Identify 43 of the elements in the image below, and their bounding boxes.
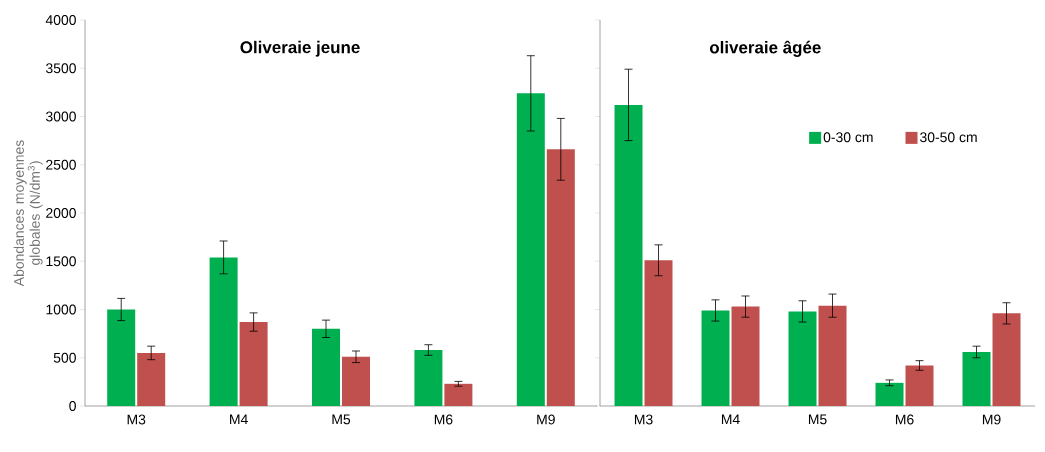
y-tick-label: 2500 xyxy=(46,159,76,170)
x-tick-label: M4 xyxy=(721,414,740,425)
bar xyxy=(342,356,370,406)
bar xyxy=(731,306,760,406)
text: oliveraie âgée xyxy=(709,40,821,57)
legend-label: 30-50 cm xyxy=(920,132,977,143)
bar xyxy=(905,365,934,406)
bar xyxy=(516,93,545,406)
bar xyxy=(107,309,136,406)
legend-label: 0-30 cm xyxy=(823,132,873,143)
bar xyxy=(414,350,443,406)
x-tick-label: M5 xyxy=(808,414,827,425)
x-tick-label: M9 xyxy=(982,414,1001,425)
y-tick-label: 2000 xyxy=(46,208,76,218)
y-tick-label: 4000 xyxy=(45,15,76,25)
bar xyxy=(209,257,238,406)
y-tick-label: 500 xyxy=(53,352,76,363)
bar xyxy=(312,328,340,406)
bar xyxy=(818,305,847,406)
x-tick-label: M3 xyxy=(634,414,653,425)
bar xyxy=(644,260,673,406)
bar xyxy=(614,104,643,406)
y-tick-label: 3500 xyxy=(45,63,76,74)
bar xyxy=(962,351,991,406)
y-tick-label: 0 xyxy=(69,401,76,411)
bar xyxy=(875,382,904,406)
y-tick-label: 1500 xyxy=(46,256,76,267)
bar xyxy=(992,313,1021,406)
x-tick-label: M4 xyxy=(230,414,248,425)
bar xyxy=(239,322,268,406)
y-tick-label: 1000 xyxy=(46,304,76,315)
bar xyxy=(546,149,575,406)
x-tick-label: M3 xyxy=(127,414,146,425)
x-tick-label: M5 xyxy=(332,414,351,425)
text: Oliveraie jeune xyxy=(240,40,360,57)
bar xyxy=(137,352,166,406)
x-tick-label: M6 xyxy=(895,414,914,425)
y-tick-label: 3000 xyxy=(45,111,76,122)
x-tick-label: M6 xyxy=(434,414,453,425)
bar xyxy=(788,311,817,406)
bar xyxy=(444,383,473,406)
x-tick-label: M9 xyxy=(537,414,555,425)
bar xyxy=(701,310,730,406)
